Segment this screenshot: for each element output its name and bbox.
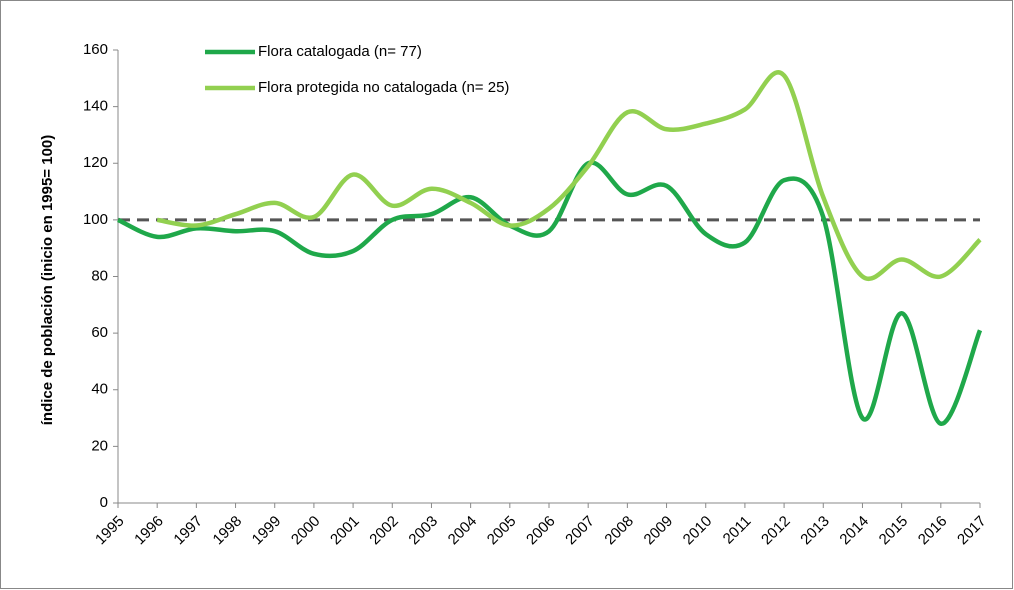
y-tick-label: 0: [100, 494, 108, 511]
y-tick-label: 20: [91, 437, 108, 454]
y-tick-label: 140: [83, 98, 108, 115]
legend-label: Flora catalogada (n= 77): [258, 43, 422, 60]
y-tick-label: 100: [83, 211, 108, 228]
y-tick-label: 60: [91, 324, 108, 341]
y-tick-label: 160: [83, 41, 108, 58]
legend-label: Flora protegida no catalogada (n= 25): [258, 79, 509, 96]
y-axis-label: índice de población (inicio en 1995= 100…: [39, 135, 56, 426]
y-tick-label: 80: [91, 267, 108, 284]
y-tick-label: 120: [83, 154, 108, 171]
series-line: [156, 70, 982, 281]
y-tick-label: 40: [91, 381, 108, 398]
